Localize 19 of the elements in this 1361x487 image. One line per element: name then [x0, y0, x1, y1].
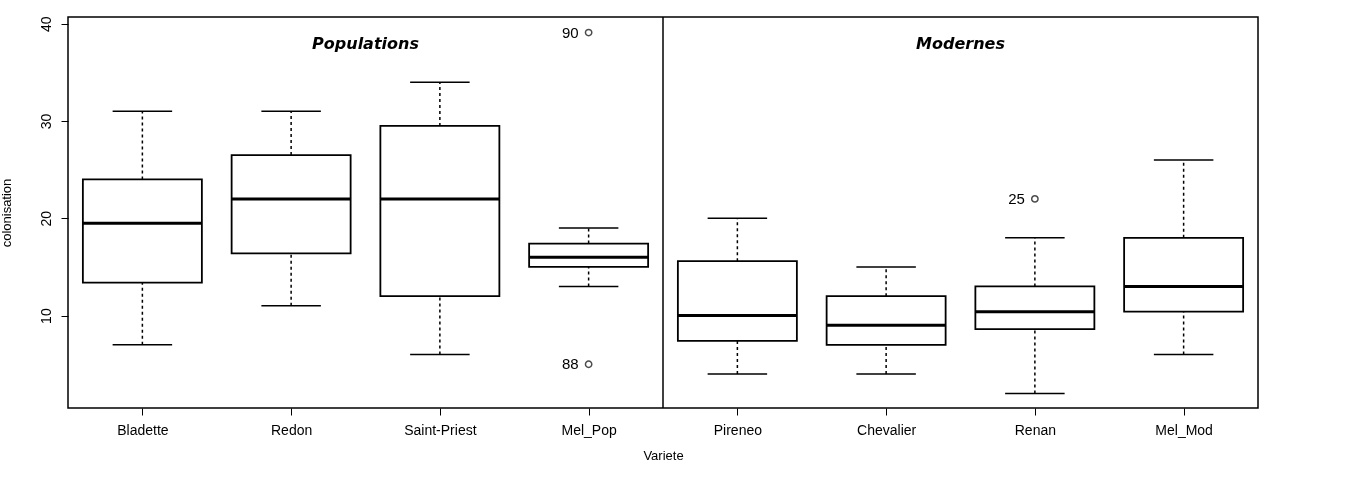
x-axis-title: Variete [643, 447, 684, 463]
x-tick-label: Renan [1014, 421, 1057, 438]
x-tick-label: Redon [270, 421, 313, 438]
x-tick-label: Mel_Mod [1155, 421, 1213, 438]
x-tick-label: Pireneo [713, 421, 763, 438]
annotation: 25 [1008, 189, 1025, 207]
y-tick-label: 40 [37, 16, 54, 33]
annotation: 88 [561, 355, 579, 373]
x-tick-label: Chevalier [857, 421, 917, 438]
annotation: 90 [561, 23, 579, 41]
y-axis-title: colonisation [0, 178, 14, 248]
x-tick-label: Mel_Pop [561, 421, 617, 438]
y-tick-label: 30 [37, 113, 54, 130]
y-tick-label: 20 [37, 210, 54, 227]
annotation: Modernes [916, 34, 1005, 54]
x-tick-label: Saint-Priest [404, 421, 477, 438]
y-tick-label: 10 [37, 308, 54, 324]
x-tick-label: Bladette [117, 421, 169, 438]
annotation: Populations [312, 34, 419, 54]
